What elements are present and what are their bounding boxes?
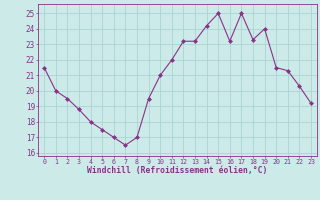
X-axis label: Windchill (Refroidissement éolien,°C): Windchill (Refroidissement éolien,°C)	[87, 166, 268, 175]
